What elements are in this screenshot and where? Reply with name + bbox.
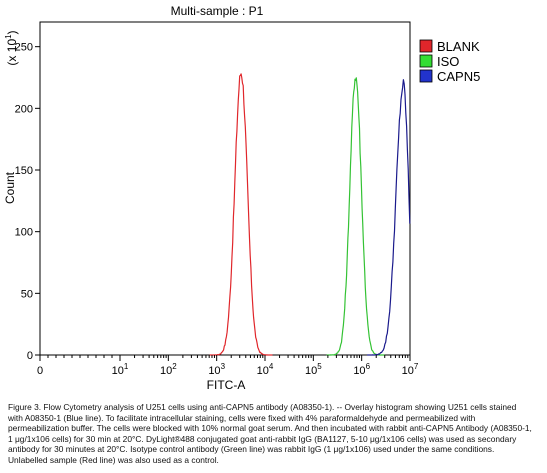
y-multiplier-label: (x 101): [4, 30, 19, 65]
x-tick-base: 10: [160, 365, 172, 377]
legend-swatch-iso: [419, 54, 433, 68]
y-tick-label: 150: [15, 165, 33, 177]
x-tick-label: 104: [257, 362, 274, 377]
y-multiplier-text: (x 10: [5, 39, 19, 66]
series-line-iso: [326, 77, 385, 356]
x-tick-exponent: 2: [172, 362, 177, 371]
y-multiplier-close: ): [5, 30, 19, 34]
figure-caption-text: Figure 3. Flow Cytometry analysis of U25…: [8, 402, 532, 465]
series-line-capn5: [367, 79, 411, 356]
x-tick-label: 0: [37, 365, 43, 377]
x-tick-base: 10: [208, 365, 220, 377]
y-tick-label: 200: [15, 103, 33, 115]
figure-caption: Figure 3. Flow Cytometry analysis of U25…: [8, 402, 533, 466]
chart-title: Multi-sample : P1: [171, 4, 264, 18]
series-layer: [209, 73, 411, 356]
x-tick-exponent: 6: [366, 362, 371, 371]
x-tick-label: 103: [208, 362, 225, 377]
x-axis: 0 101 102 103 104 105 106 107: [37, 355, 419, 377]
x-tick-label: 107: [402, 362, 419, 377]
x-tick-exponent: 4: [269, 362, 274, 371]
legend-swatch-blank: [419, 39, 433, 53]
x-tick-label: 102: [160, 362, 177, 377]
legend-swatch-capn5: [419, 69, 433, 83]
y-tick-label: 100: [15, 227, 33, 239]
legend-label-capn5: CAPN5: [437, 69, 480, 84]
y-tick-label: 250: [15, 42, 33, 54]
x-tick-exponent: 7: [414, 362, 419, 371]
x-tick-label: 106: [353, 362, 370, 377]
x-tick-base: 10: [112, 365, 124, 377]
x-tick-label: 105: [305, 362, 322, 377]
x-tick-base: 10: [257, 365, 269, 377]
y-tick-label: 0: [27, 350, 33, 362]
x-tick-base: 0: [37, 365, 43, 377]
x-tick-exponent: 1: [124, 362, 129, 371]
plot-frame: [39, 21, 411, 356]
y-axis: 0 50 100 150 200 250: [15, 42, 40, 362]
series-line-blank: [209, 73, 273, 356]
x-axis-title: FITC-A: [207, 378, 246, 392]
x-tick-base: 10: [353, 365, 365, 377]
x-tick-label: 101: [112, 362, 129, 377]
legend-label-blank: BLANK: [437, 39, 480, 54]
y-tick-label: 50: [21, 288, 33, 300]
x-tick-exponent: 3: [221, 362, 226, 371]
legend-label-iso: ISO: [437, 54, 459, 69]
x-tick-exponent: 5: [317, 362, 322, 371]
y-axis-title: Count: [3, 171, 17, 204]
y-multiplier-exponent: 1: [4, 34, 13, 39]
x-tick-base: 10: [305, 365, 317, 377]
x-tick-base: 10: [402, 365, 414, 377]
